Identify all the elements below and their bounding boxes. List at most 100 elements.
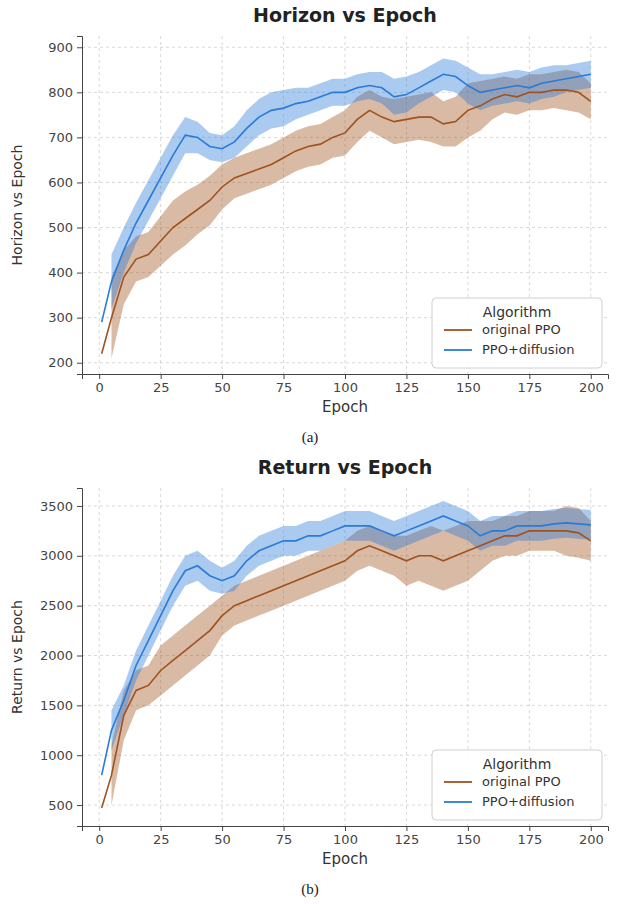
legend-box	[432, 298, 602, 368]
grid-line-x	[222, 488, 223, 826]
plot-area	[102, 59, 591, 359]
tick-label: 2000	[40, 648, 73, 663]
tick-mark	[345, 374, 346, 379]
tick-label: 3500	[40, 499, 73, 514]
panel: 0255075100125150175200500100015002000250…	[9, 456, 609, 898]
tick-label: 1500	[40, 698, 73, 713]
tick: 100	[333, 826, 358, 847]
tick-mark	[77, 273, 82, 274]
axis-line	[77, 489, 83, 827]
tick: 500	[48, 798, 82, 813]
tick-label: 75	[276, 380, 293, 395]
y-axis-title: Return vs Epoch	[9, 600, 25, 714]
tick-label: 25	[153, 832, 170, 847]
series-line	[102, 90, 591, 354]
tick-label: 100	[333, 832, 358, 847]
tick-label: 0	[96, 832, 104, 847]
tick: 500	[48, 220, 82, 235]
legend-swatch	[444, 781, 472, 783]
tick: 25	[153, 826, 170, 847]
tick: 3000	[40, 548, 82, 563]
legend-label: original PPO	[482, 322, 561, 337]
tick: 50	[214, 374, 231, 395]
tick: 600	[48, 175, 82, 190]
tick-mark	[529, 374, 530, 379]
tick-label: 900	[48, 40, 73, 55]
tick-label: 100	[333, 380, 358, 395]
confidence-band	[111, 70, 590, 358]
tick: 150	[456, 826, 481, 847]
grid-line-x	[283, 36, 284, 374]
tick-mark	[77, 805, 82, 806]
tick-label: 500	[48, 798, 73, 813]
tick-mark	[284, 826, 285, 831]
tick: 900	[48, 40, 82, 55]
tick: 200	[579, 374, 604, 395]
tick: 800	[48, 85, 82, 100]
tick-mark	[222, 826, 223, 831]
tick-mark	[77, 363, 82, 364]
tick-label: 800	[48, 85, 73, 100]
tick-label: 200	[579, 380, 604, 395]
tick: 75	[276, 374, 293, 395]
confidence-band	[111, 506, 590, 805]
tick: 1500	[40, 698, 82, 713]
tick-mark	[77, 705, 82, 706]
tick-label: 0	[96, 380, 104, 395]
tick-mark	[468, 374, 469, 379]
title: Horizon vs Epoch	[253, 4, 437, 26]
tick-mark	[77, 47, 82, 48]
x-axis-title: Epoch	[322, 850, 368, 868]
tick: 175	[517, 374, 542, 395]
tick-mark	[284, 374, 285, 379]
tick-label: 200	[579, 832, 604, 847]
grid-line-y	[82, 505, 608, 506]
figure: 0255075100125150175200200300400500600700…	[0, 0, 620, 904]
tick-label: 2500	[40, 598, 73, 613]
tick: 1000	[40, 748, 82, 763]
tick-mark	[161, 374, 162, 379]
tick-label: 25	[153, 380, 170, 395]
tick-mark	[406, 826, 407, 831]
tick-mark	[77, 318, 82, 319]
series-line	[102, 531, 591, 808]
tick: 75	[276, 826, 293, 847]
tick-label: 3000	[40, 548, 73, 563]
plot-area	[102, 501, 591, 808]
tick-label: 500	[48, 220, 73, 235]
y-axis: 200300400500600700800900	[48, 37, 82, 375]
tick: 2000	[40, 648, 82, 663]
grid-line-y	[82, 272, 608, 273]
series-line	[102, 74, 591, 322]
tick: 125	[395, 826, 420, 847]
tick: 3500	[40, 499, 82, 514]
legend-label: PPO+diffusion	[482, 794, 574, 809]
tick: 0	[96, 374, 104, 395]
tick-label: 50	[214, 380, 231, 395]
tick: 300	[48, 310, 82, 325]
tick-label: 150	[456, 380, 481, 395]
axis-line	[77, 37, 83, 375]
tick: 50	[214, 826, 231, 847]
tick: 25	[153, 374, 170, 395]
tick-label: 175	[517, 380, 542, 395]
tick-mark	[222, 374, 223, 379]
tick-label: 600	[48, 175, 73, 190]
y-axis: 500 1000 1500 2000 2500 3000 3500	[40, 489, 83, 827]
tick: 150	[456, 374, 481, 395]
tick: 2500	[40, 598, 82, 613]
tick-mark	[99, 826, 100, 831]
grid	[82, 488, 608, 826]
tick: 125	[395, 374, 420, 395]
tick-mark	[77, 137, 82, 138]
tick-label: 125	[395, 832, 420, 847]
tick-label: 150	[456, 832, 481, 847]
tick-mark	[77, 228, 82, 229]
x-axis: 0255075100125150175200	[83, 826, 609, 847]
tick: 0	[96, 826, 104, 847]
tick-label: 200	[48, 355, 73, 370]
grid-line-x	[160, 36, 161, 374]
tick-mark	[77, 506, 82, 507]
legend-label: PPO+diffusion	[482, 342, 574, 357]
caption: (a)	[302, 429, 319, 446]
